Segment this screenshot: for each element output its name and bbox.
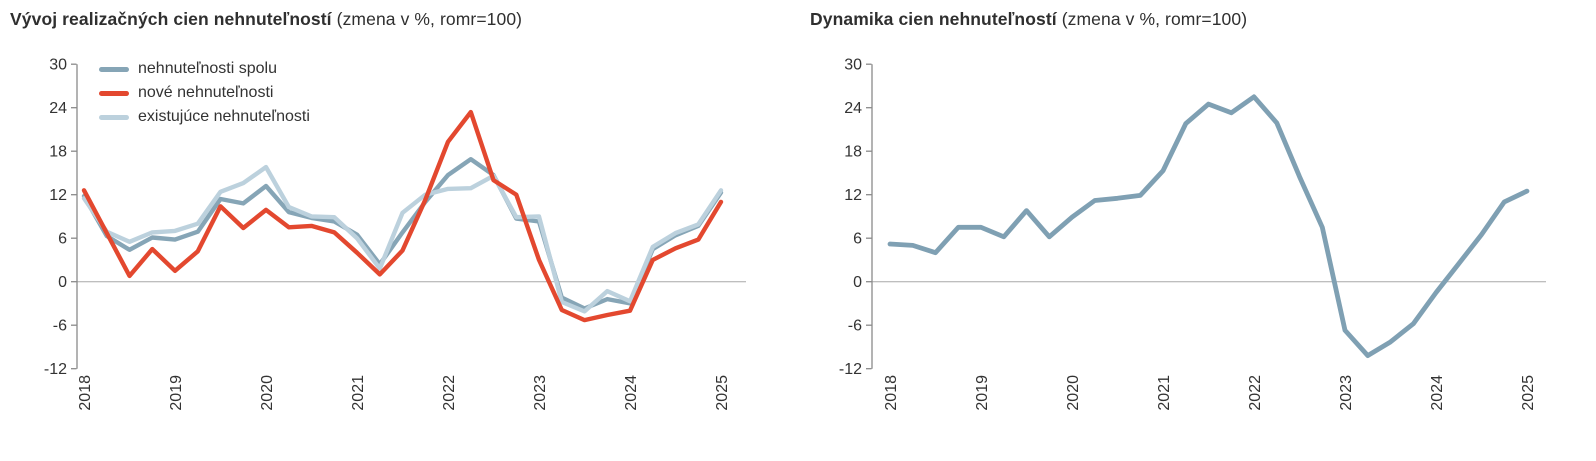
left-chart-title-note: (zmena v %, romr=100) (336, 9, 523, 29)
legend-item-spolu: nehnuteľnosti spolu (99, 57, 310, 81)
y-tick-label: 24 (844, 100, 862, 117)
x-tick-label: 2021 (350, 375, 367, 411)
x-tick-label: 2022 (441, 375, 458, 411)
left-chart-title: Vývoj realizačných cien nehnuteľností (zm… (10, 9, 522, 30)
series-line-dynamika (887, 94, 1530, 359)
x-tick-label: 2024 (623, 375, 640, 411)
y-tick-label: -6 (53, 318, 67, 335)
left-chart-title-bold: Vývoj realizačných cien nehnuteľností (10, 9, 332, 29)
x-tick-label: 2018 (77, 375, 94, 411)
y-tick-label: 0 (853, 274, 862, 291)
left-chart-plot: 30 24 18 12 6 0 -6 -12 2018 2019 2020 2021 2022 2023 2… (44, 57, 746, 411)
x-tick-label: 2019 (168, 375, 185, 411)
series-line-nehnute-nosti-spolu (81, 156, 724, 311)
x-tick-label: 2023 (1338, 375, 1355, 411)
y-tick-label: -12 (839, 361, 862, 378)
legend-label-nove: nové nehnuteľnosti (138, 84, 274, 101)
x-tick-label: 2019 (974, 375, 991, 411)
x-tick-label: 2022 (1247, 375, 1264, 411)
y-tick-label: 18 (49, 144, 67, 161)
legend-label-existujuce: existujúce nehnuteľnosti (138, 108, 310, 125)
legend-item-existujuce: existujúce nehnuteľnosti (99, 105, 310, 129)
y-tick-label: 30 (844, 57, 862, 74)
y-tick-label: 12 (49, 187, 67, 204)
legend-swatch-spolu (99, 66, 129, 72)
x-tick-label: 2021 (1156, 375, 1173, 411)
series-line-nov--nehnute-nosti (81, 109, 724, 323)
x-tick-label: 2020 (259, 375, 276, 411)
y-tick-label: 12 (844, 187, 862, 204)
y-tick-label: 24 (49, 100, 67, 117)
x-tick-label: 2024 (1429, 375, 1446, 411)
series-line-existuj-ce-nehnute-nosti (81, 164, 724, 314)
legend-swatch-existujuce (99, 114, 129, 120)
y-tick-label: 6 (58, 231, 67, 248)
x-tick-label: 2025 (714, 375, 731, 411)
y-tick-label: -12 (44, 361, 67, 378)
y-tick-label: 30 (49, 57, 67, 74)
x-tick-label: 2020 (1065, 375, 1082, 411)
x-tick-label: 2025 (1520, 375, 1537, 411)
y-tick-label: -6 (848, 318, 862, 335)
legend-label-spolu: nehnuteľnosti spolu (138, 60, 277, 77)
x-tick-label: 2023 (532, 375, 549, 411)
x-tick-label: 2018 (883, 375, 900, 411)
right-chart-title: Dynamika cien nehnuteľností (zmena v %, r… (810, 9, 1247, 30)
y-tick-label: 6 (853, 231, 862, 248)
right-chart-title-bold: Dynamika cien nehnuteľností (810, 9, 1057, 29)
y-tick-label: 18 (844, 144, 862, 161)
right-chart-plot: 30 24 18 12 6 0 -6 -12 2018 2019 2020 2021 2022 2023 2… (839, 57, 1546, 411)
y-tick-label: 0 (58, 274, 67, 291)
legend-swatch-nove (99, 90, 129, 96)
legend: nehnuteľnosti spolu nové nehnuteľnosti e… (99, 57, 310, 129)
right-chart-title-note: (zmena v %, romr=100) (1061, 9, 1248, 29)
legend-item-nove: nové nehnuteľnosti (99, 81, 310, 105)
